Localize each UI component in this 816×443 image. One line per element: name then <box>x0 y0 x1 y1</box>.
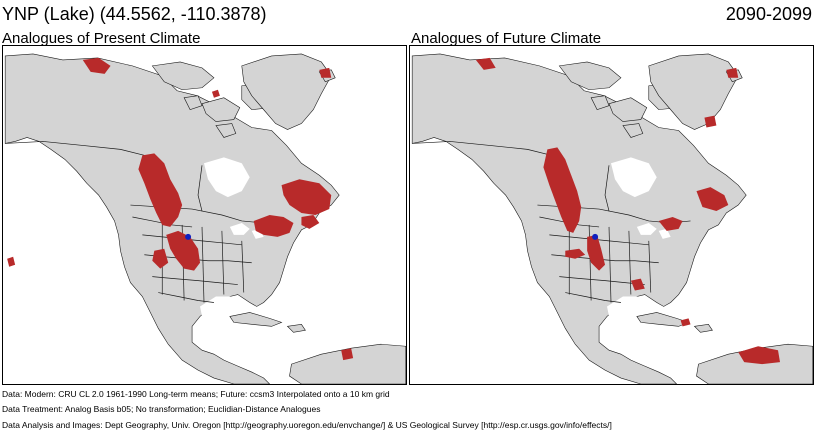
present-map-canvas <box>4 53 406 384</box>
analogue-rockies <box>587 234 606 271</box>
present-analogues-map <box>2 45 407 385</box>
greenland <box>241 53 332 130</box>
analogue-south-america <box>738 346 781 365</box>
hudson-bay <box>611 157 657 198</box>
site-title: YNP (Lake) (44.5562, -110.3878) <box>2 4 267 24</box>
analogue-quebec <box>696 187 729 212</box>
analogue-maritimes <box>301 215 320 229</box>
analogue-south-america <box>341 348 354 361</box>
analogue-alaska-sw <box>7 256 16 267</box>
analogue-great-lakes <box>253 215 294 237</box>
data-source-note: Data: Modern: CRU CL 2.0 1961-1990 Long-… <box>2 389 390 399</box>
analogue-regions <box>475 57 781 365</box>
land-masses <box>411 53 813 384</box>
caribbean-islands <box>636 312 713 333</box>
present-analogues-title: Analogues of Present Climate <box>2 30 201 47</box>
analogue-regions <box>7 57 354 361</box>
analogue-texas <box>630 278 645 291</box>
land-masses <box>4 53 406 384</box>
time-period: 2090-2099 <box>725 4 812 24</box>
hudson-bay <box>204 157 250 198</box>
analogue-great-lakes <box>658 216 683 231</box>
greenland <box>648 53 739 130</box>
analogue-caribbean <box>680 318 691 327</box>
data-treatment-note: Data Treatment: Analog Basis b05; No tra… <box>2 404 321 414</box>
south-america <box>289 343 406 384</box>
site-location-marker <box>185 233 192 240</box>
analogue-pacific-northwest <box>543 147 582 233</box>
great-lakes <box>636 222 671 239</box>
analogue-greenland-ne <box>726 67 739 78</box>
analogue-alaska <box>82 57 111 74</box>
site-location-marker <box>592 233 599 240</box>
future-analogues-map <box>409 45 814 385</box>
future-analogues-title: Analogues of Future Climate <box>411 30 602 47</box>
future-map-canvas <box>411 53 813 384</box>
caribbean-islands <box>229 312 306 333</box>
analogue-greenland-ne <box>319 67 332 78</box>
analogue-rockies <box>166 230 201 271</box>
analogue-greenland-south <box>704 115 717 128</box>
analogue-arctic <box>211 89 220 98</box>
analogue-southwest <box>152 248 169 269</box>
great-lakes <box>229 222 264 239</box>
analogue-pacific-northwest <box>138 153 183 227</box>
analogue-quebec <box>281 179 332 215</box>
data-analysis-note: Data Analysis and Images: Dept Geography… <box>2 420 612 430</box>
analogue-great-basin <box>565 248 586 259</box>
analogue-alaska <box>475 57 496 70</box>
